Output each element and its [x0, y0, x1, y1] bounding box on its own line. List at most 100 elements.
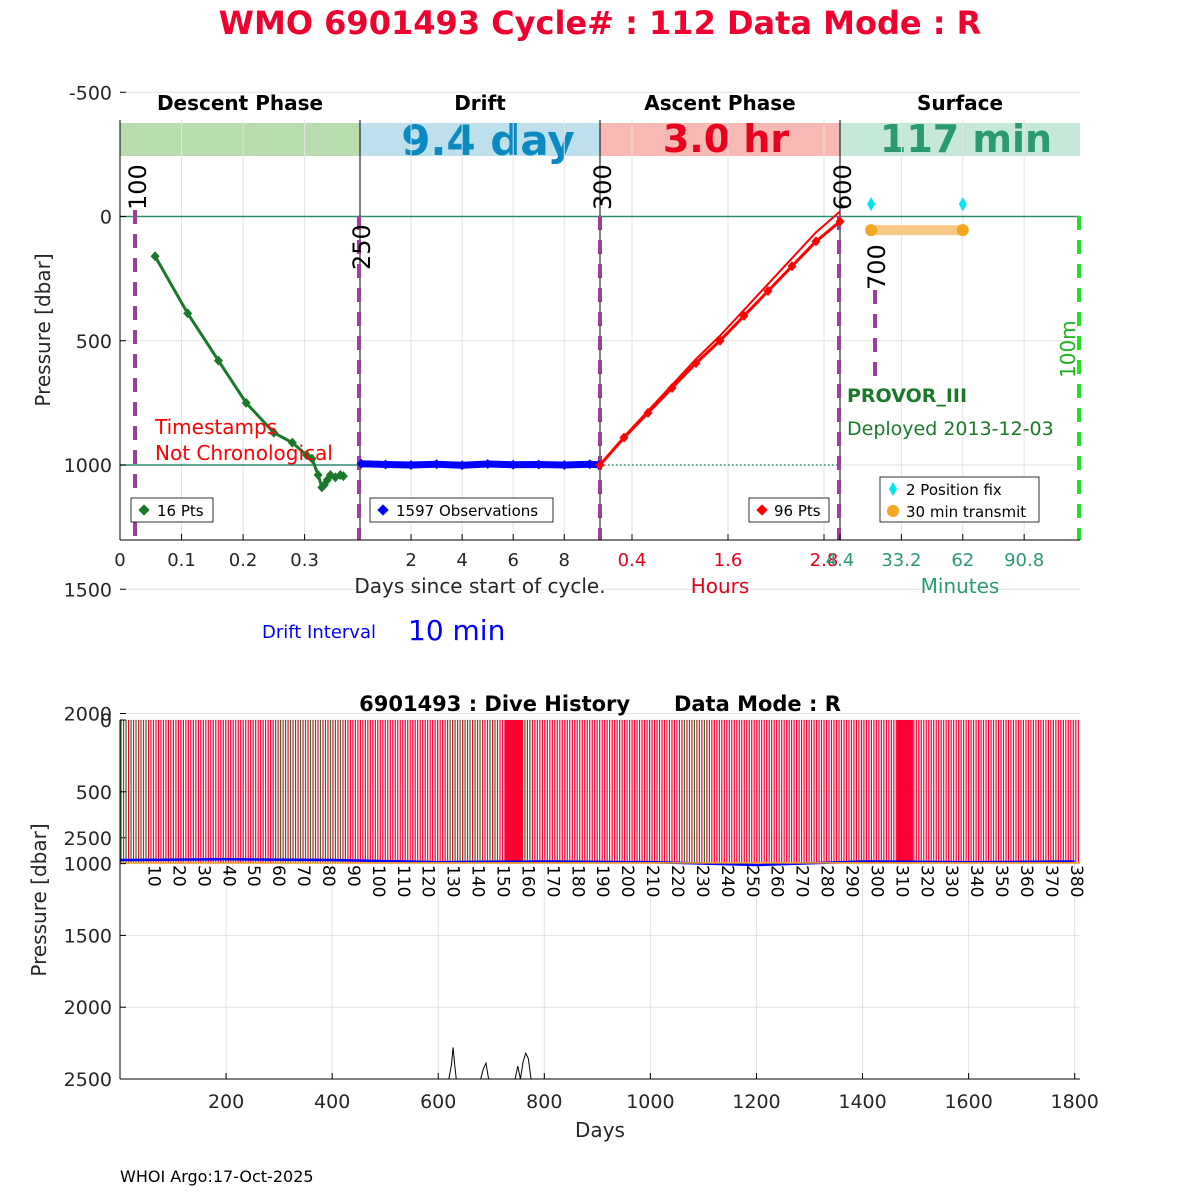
- x-tick-label: 0: [114, 550, 125, 571]
- series-point: [811, 236, 821, 247]
- position-fix-point: [867, 197, 876, 212]
- cycle-label: 10: [143, 865, 163, 887]
- cycle-label: 250: [742, 865, 762, 897]
- legend-label-transmit: 30 min transmit: [906, 503, 1026, 521]
- cycle-label: 220: [667, 865, 687, 897]
- x-tick-label: 0.4: [618, 550, 647, 571]
- vline-label-300: 300: [589, 164, 617, 210]
- y-tick-label: 1000: [64, 455, 112, 477]
- series-point: [534, 459, 544, 470]
- vline-label-250: 250: [348, 224, 376, 270]
- y-tick-label: 0: [100, 710, 112, 732]
- x-tick-label: 800: [526, 1091, 562, 1113]
- series-point: [763, 286, 773, 297]
- series-point: [183, 308, 193, 319]
- series-point: [508, 459, 518, 470]
- dense-dives-block: [504, 720, 524, 864]
- cycle-label: 330: [941, 865, 961, 897]
- cycle-label: 290: [841, 865, 861, 897]
- vline-label-100m: 100m: [1056, 320, 1080, 378]
- x-tick-label: 1400: [838, 1091, 886, 1113]
- transmit-point: [865, 224, 878, 237]
- drift-interval-value: 10 min: [408, 614, 505, 647]
- cycle-label: 130: [443, 865, 463, 897]
- cycle-label: 100: [368, 865, 388, 897]
- legend-descent: 16 Pts: [130, 497, 214, 523]
- bottom-x-axis-label: Days: [575, 1118, 625, 1142]
- legend-marker-transmit: [887, 505, 899, 517]
- cycle-label: 200: [617, 865, 637, 897]
- cycle-label: 180: [567, 865, 587, 897]
- cycle-label: 30: [193, 865, 213, 887]
- drift-duration: 9.4 day: [401, 116, 575, 165]
- x-tick-label: 400: [314, 1091, 350, 1113]
- cycle-label: 300: [866, 865, 886, 897]
- top-y-ticks: -500 0 500 1000 1500 2000 2500: [64, 82, 126, 850]
- legend-ascent: 96 Pts: [748, 497, 830, 523]
- series-point: [739, 310, 749, 321]
- cycle-label: 160: [517, 865, 537, 897]
- y-tick-label: 0: [100, 207, 112, 229]
- y-tick-label: 1500: [64, 579, 112, 601]
- x-tick-label: 0.2: [229, 550, 258, 571]
- legend-marker-descent: [138, 504, 150, 516]
- legend-label-descent: 16 Pts: [157, 502, 204, 520]
- y-tick-label: 1000: [64, 854, 112, 876]
- cycle-label: 170: [542, 865, 562, 897]
- vline-label-600: 600: [829, 164, 857, 210]
- x-tick-label: 600: [420, 1091, 456, 1113]
- series-point: [150, 251, 160, 262]
- series-point: [619, 432, 629, 443]
- top-chart: Descent Phase Drift Ascent Phase Surface…: [31, 82, 1081, 850]
- bottom-chart: 6901493 : Dive History Data Mode : R 10 2…: [27, 692, 1099, 1142]
- cycle-label: 240: [717, 865, 737, 897]
- x-tick-label: 33.2: [881, 550, 921, 571]
- series-point: [356, 458, 366, 469]
- cycle-label: 90: [343, 865, 363, 887]
- x-tick-label: 0.3: [290, 550, 319, 571]
- x-tick-label: 0.1: [167, 550, 196, 571]
- series-point: [287, 437, 297, 448]
- timestamps-note-line1: Timestamps: [154, 415, 277, 439]
- cycle-label: 190: [592, 865, 612, 897]
- series-point: [483, 459, 493, 470]
- bottom-y-axis-label: Pressure [dbar]: [27, 823, 51, 976]
- legend-marker-position-fix: [889, 482, 897, 496]
- series-point: [213, 355, 223, 366]
- cycle-label: 340: [966, 865, 986, 897]
- float-type: PROVOR_III: [847, 385, 967, 407]
- cycle-label: 380: [1066, 865, 1086, 897]
- series-point: [313, 469, 323, 480]
- legend-label-position-fix: 2 Position fix: [906, 481, 1002, 499]
- y-tick-label: 2500: [64, 1069, 112, 1091]
- cycle-label: 140: [468, 865, 488, 897]
- series-point: [432, 459, 442, 470]
- cycle-label: 80: [318, 865, 338, 887]
- y-tick-label: 2000: [64, 704, 112, 726]
- bottom-chart-title: 6901493 : Dive History Data Mode : R: [359, 692, 841, 716]
- y-tick-label: 500: [76, 782, 112, 804]
- phase-bar-descent: [120, 123, 360, 156]
- vline-label-700: 700: [863, 244, 891, 290]
- x-tick-label: 4.4: [826, 550, 855, 571]
- top-series: [150, 197, 969, 493]
- top-x-ticks: 0 0.1 0.2 0.3 2 4 6 8 0.4 1.6 2.84.4 33.2 62 90.8: [114, 534, 1044, 571]
- top-x-axis-label-minutes: Minutes: [921, 574, 1000, 598]
- series-point: [715, 335, 725, 346]
- cycle-label: 20: [168, 865, 188, 887]
- transmit-point: [956, 224, 969, 237]
- legend-drift: 1597 Observations: [369, 497, 554, 523]
- x-tick-label: 8: [559, 550, 570, 571]
- drift-interval-label: Drift Interval: [262, 622, 376, 643]
- series-point: [269, 427, 279, 438]
- phase-bar-drift: [360, 123, 600, 156]
- cycle-label: 110: [393, 865, 413, 897]
- series-point: [835, 216, 845, 227]
- cycle-label: 40: [218, 865, 238, 887]
- position-fix-point: [958, 197, 967, 212]
- x-tick-label: 1000: [626, 1091, 674, 1113]
- cycle-label: 60: [268, 865, 288, 887]
- top-x-axis-label-hours: Hours: [691, 574, 750, 598]
- series-point: [643, 407, 653, 418]
